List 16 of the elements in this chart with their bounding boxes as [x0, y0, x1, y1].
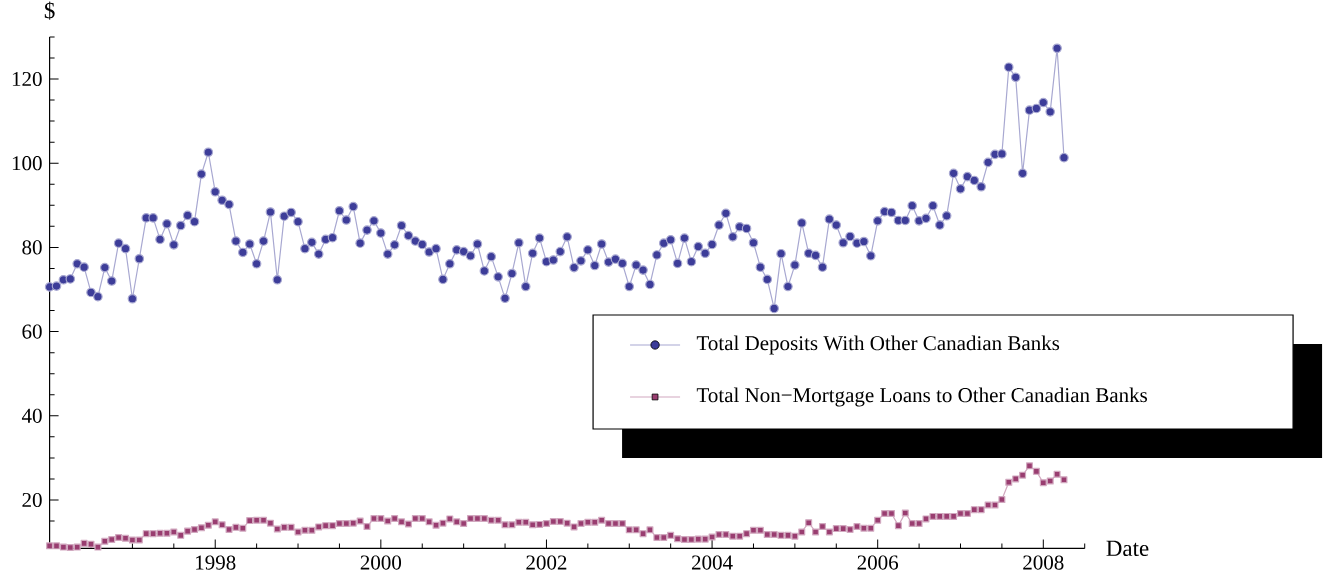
x-tick-label: 1998 [196, 555, 236, 570]
y-tick-label: 20 [22, 492, 42, 508]
y-tick-label: 60 [22, 324, 42, 339]
legend-label: Total Non−Mortgage Loans to Other Canadian Banks [696, 387, 1148, 407]
legend-label: Total Deposits With Other Canadian Banks [696, 335, 1060, 355]
y-tick-label: 80 [22, 240, 42, 255]
y-tick-label: 100 [12, 156, 42, 171]
y-axis-title: $ [44, 1, 55, 20]
y-tick-label: 120 [12, 71, 42, 87]
x-tick-label: 2000 [360, 555, 402, 570]
x-tick-label: 2008 [1023, 555, 1064, 570]
x-axis-title: Date [1106, 540, 1149, 557]
x-tick-label: 2006 [857, 555, 899, 570]
x-tick-label: 2002 [526, 555, 567, 570]
y-tick-label: 40 [21, 408, 42, 423]
x-tick-label: 2004 [691, 555, 733, 570]
